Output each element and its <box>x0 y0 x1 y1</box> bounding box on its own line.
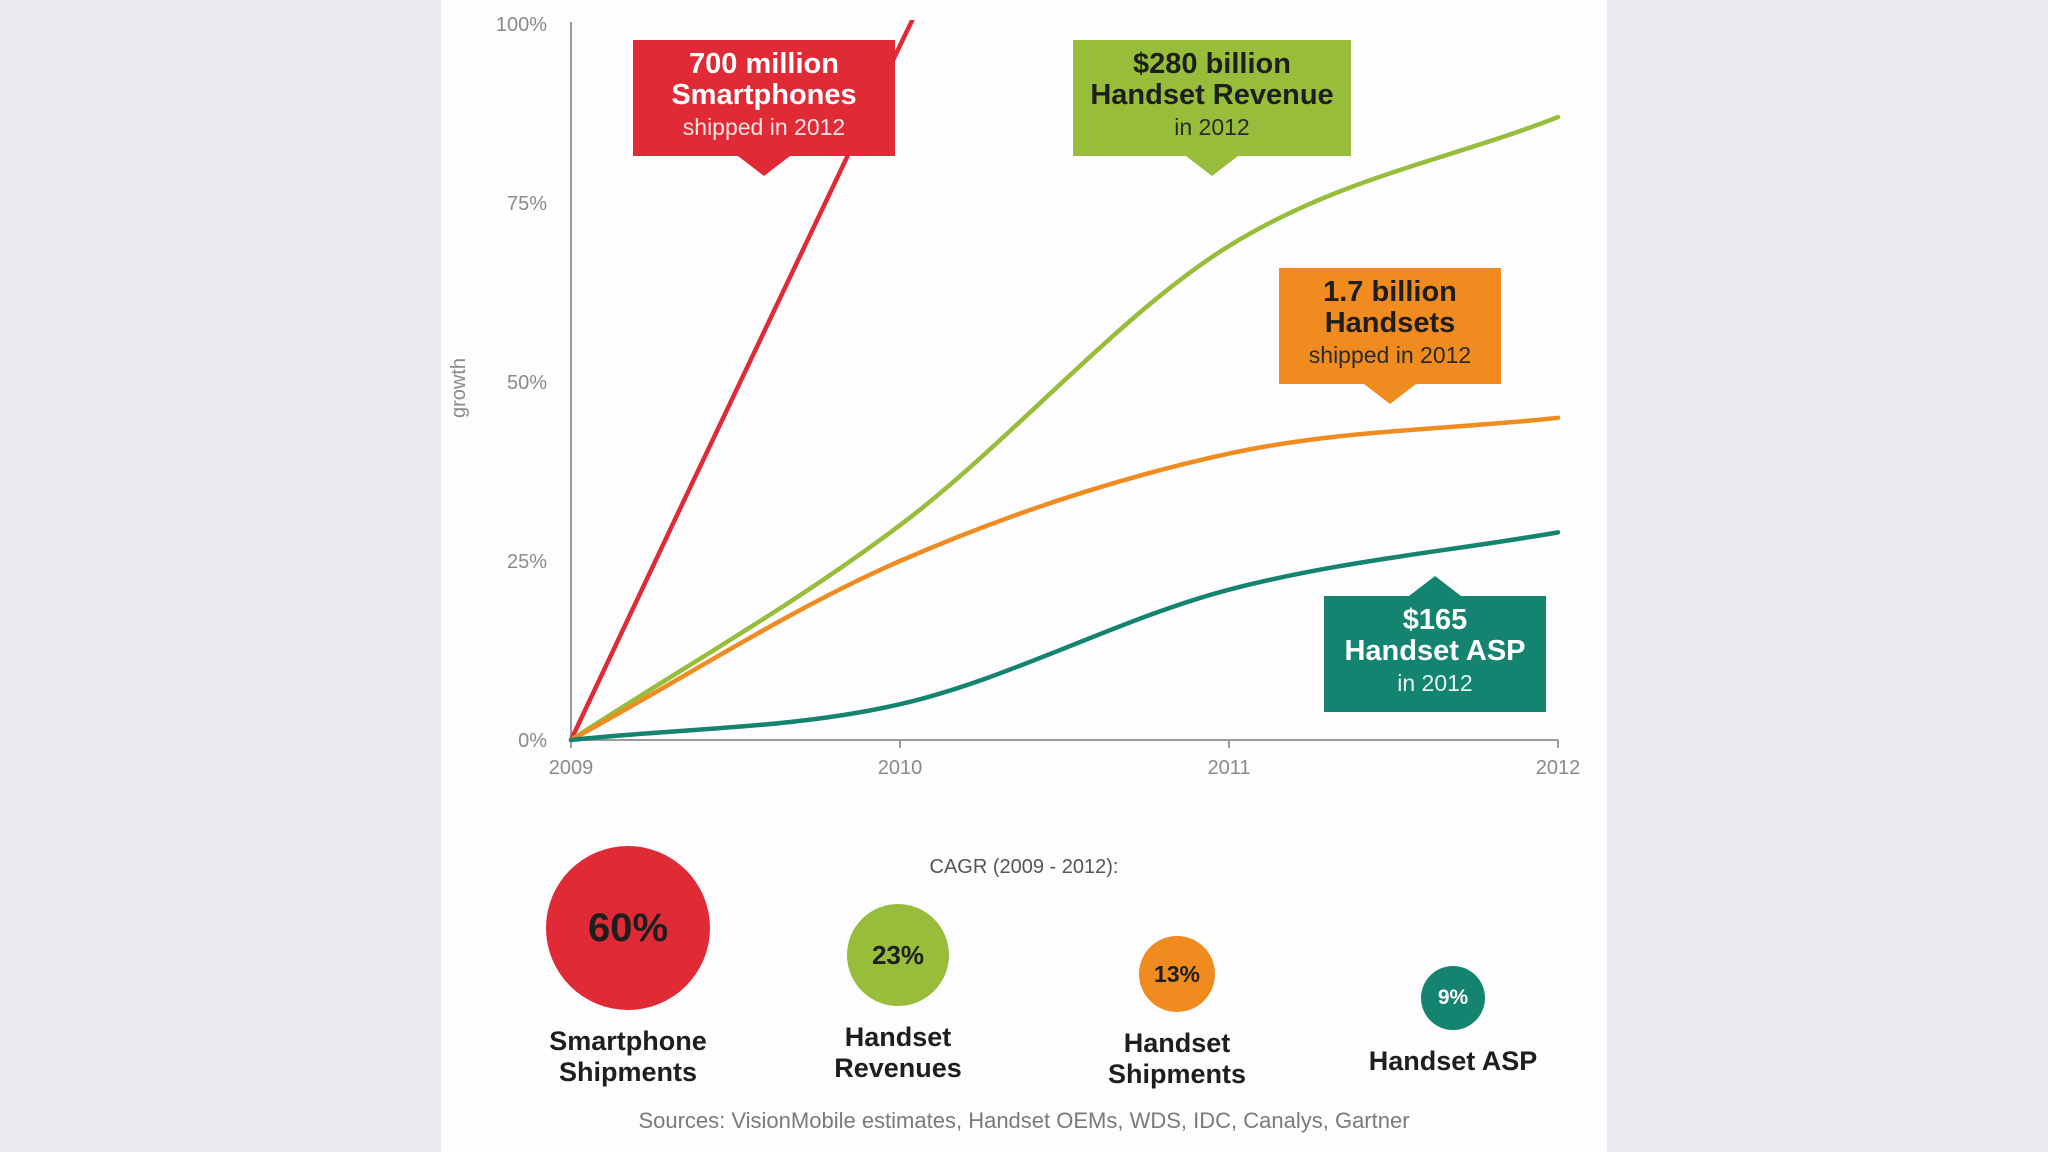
callout-subtitle: in 2012 <box>1397 670 1472 696</box>
y-tick-label: 0% <box>518 730 547 752</box>
x-tick-label: 2012 <box>1536 757 1581 779</box>
cagr-label: Handset ASP <box>1333 1046 1573 1077</box>
callout-box <box>1279 268 1501 404</box>
callout-box <box>633 40 895 176</box>
growth-chart: 0% 25% 50% 75% 100% 2009 2010 2011 2012 growth 700… <box>448 14 1581 779</box>
callout-title-line2: Smartphones <box>671 79 856 111</box>
callout-subtitle: in 2012 <box>1174 114 1249 140</box>
callout-title-line2: Handset ASP <box>1344 635 1525 667</box>
y-tick-label: 50% <box>507 372 547 394</box>
series-line-handset-revenues <box>568 114 1561 743</box>
cagr-label: Handset Revenues <box>778 1022 1018 1084</box>
cagr-label-line1: Handset ASP <box>1368 1046 1538 1076</box>
cagr-handset-revenues: 23% Handset Revenues <box>778 904 1018 1084</box>
cagr-label-line1: Handset <box>844 1022 952 1052</box>
y-tick-label: 75% <box>507 193 547 215</box>
infographic-panel: 0% 25% 50% 75% 100% 2009 2010 2011 2012 growth 700… <box>441 0 1607 1152</box>
cagr-label: Handset Shipments <box>1057 1028 1297 1090</box>
series-line-handset-shipments <box>568 415 1561 743</box>
cagr-handset-asp: 9% Handset ASP <box>1333 966 1573 1077</box>
cagr-bubble: 60% <box>546 846 710 1010</box>
x-tick-label: 2011 <box>1207 757 1250 779</box>
cagr-value: 13% <box>1153 960 1201 987</box>
x-tick-label: 2010 <box>878 757 923 779</box>
cagr-bubble: 13% <box>1139 936 1215 1012</box>
callout-box <box>1324 576 1546 712</box>
cagr-label-line2: Revenues <box>834 1053 962 1083</box>
cagr-value: 60% <box>587 905 669 950</box>
y-tick-label: 100% <box>496 14 547 36</box>
cagr-label-line2: Shipments <box>1107 1059 1247 1089</box>
sources-note: Sources: VisionMobile estimates, Handset… <box>638 1108 1410 1133</box>
cagr-title: CAGR (2009 - 2012): <box>929 856 1119 878</box>
cagr-bubble: 23% <box>847 904 949 1006</box>
series-line-handset-asp <box>568 530 1561 743</box>
cagr-label: Smartphone Shipments <box>508 1026 748 1088</box>
callout-box <box>1073 40 1351 176</box>
y-tick-label: 25% <box>507 551 547 573</box>
callout-title-line1: 1.7 billion <box>1323 276 1457 308</box>
cagr-value: 23% <box>871 939 925 970</box>
cagr-label-line1: Smartphone <box>549 1026 707 1056</box>
cagr-handset-shipments: 13% Handset Shipments <box>1057 936 1297 1090</box>
cagr-label-line1: Handset <box>1123 1028 1231 1058</box>
callout-title-line1: 700 million <box>689 48 839 80</box>
callout-title-line2: Handsets <box>1325 307 1456 339</box>
cagr-value: 9% <box>1437 986 1469 1009</box>
callout-title-line1: $280 billion <box>1133 48 1291 80</box>
cagr-bubble: 9% <box>1421 966 1485 1030</box>
cagr-label-line2: Shipments <box>558 1057 698 1087</box>
callout-title-line2: Handset Revenue <box>1090 79 1333 111</box>
x-tick-label: 2009 <box>549 757 594 779</box>
callout-subtitle: shipped in 2012 <box>1309 342 1471 368</box>
y-axis-title: growth <box>448 358 470 418</box>
cagr-smartphone-shipments: 60% Smartphone Shipments <box>508 846 748 1088</box>
callout-subtitle: shipped in 2012 <box>683 114 845 140</box>
series-line-smartphone-shipments <box>568 20 915 743</box>
callout-title-line1: $165 <box>1403 604 1468 636</box>
